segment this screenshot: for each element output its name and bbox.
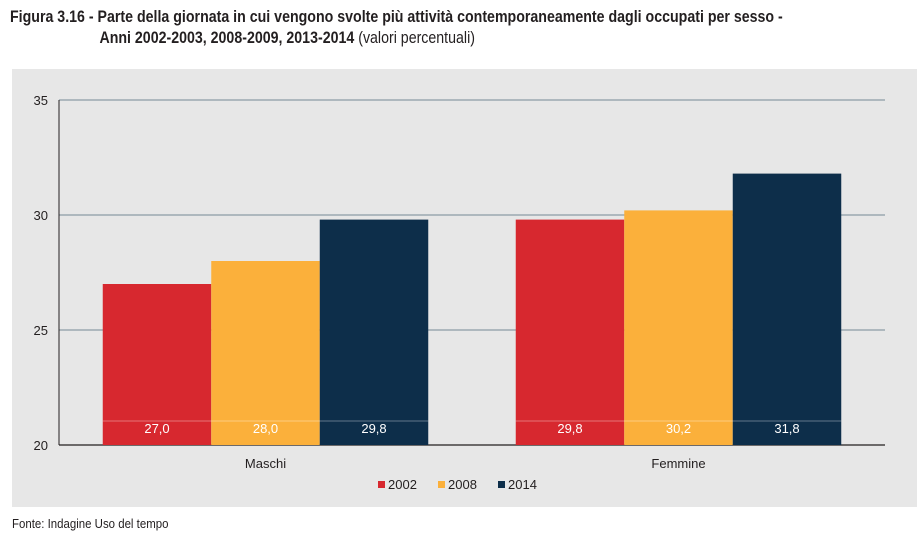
data-label: 29,8 [361, 421, 386, 436]
bar-2002-femmine [515, 219, 625, 445]
chart-panel: 20 25 30 35 27,0 28,0 29,8 Maschi 29,8 30,2 31,8 Fe… [12, 69, 917, 507]
title-second-line: Anni 2002-2003, 2008-2009, 2013-2014 (va… [10, 28, 788, 49]
data-label: 30,2 [666, 421, 691, 436]
legend-swatch-2008 [438, 481, 445, 488]
y-tick-label: 30 [34, 208, 48, 223]
title-unit: (valori percentuali) [358, 29, 475, 47]
bar-2014-maschi [319, 219, 429, 445]
source-note: Fonte: Indagine Uso del tempo [12, 516, 169, 531]
x-tick-label: Maschi [245, 456, 286, 471]
bar-2008-femmine [624, 210, 733, 445]
y-tick-label: 35 [34, 93, 48, 108]
title-line-1: Parte della giornata in cui vengono svol… [97, 8, 783, 26]
data-label: 28,0 [253, 421, 278, 436]
legend-swatch-2002 [378, 481, 385, 488]
y-tick-label: 20 [34, 438, 48, 453]
y-tick-label: 25 [34, 323, 48, 338]
legend-swatch-2014 [498, 481, 505, 488]
title-line-2: Anni 2002-2003, 2008-2009, 2013-2014 [99, 29, 355, 47]
bar-2002-maschi [102, 284, 212, 445]
legend-label: 2014 [508, 477, 537, 492]
bar-2014-femmine [732, 173, 842, 445]
legend-label: 2008 [448, 477, 477, 492]
bar-chart: 20 25 30 35 27,0 28,0 29,8 Maschi 29,8 30,2 31,8 Fe… [34, 93, 885, 492]
data-label: 29,8 [557, 421, 582, 436]
figure-number: Figura 3.16 - [10, 8, 94, 26]
bar-2008-maschi [211, 261, 320, 445]
figure-title: Figura 3.16 - Parte della giornata in cu… [10, 7, 788, 49]
x-tick-label: Femmine [651, 456, 705, 471]
data-label: 31,8 [774, 421, 799, 436]
data-label: 27,0 [144, 421, 169, 436]
legend-label: 2002 [388, 477, 417, 492]
